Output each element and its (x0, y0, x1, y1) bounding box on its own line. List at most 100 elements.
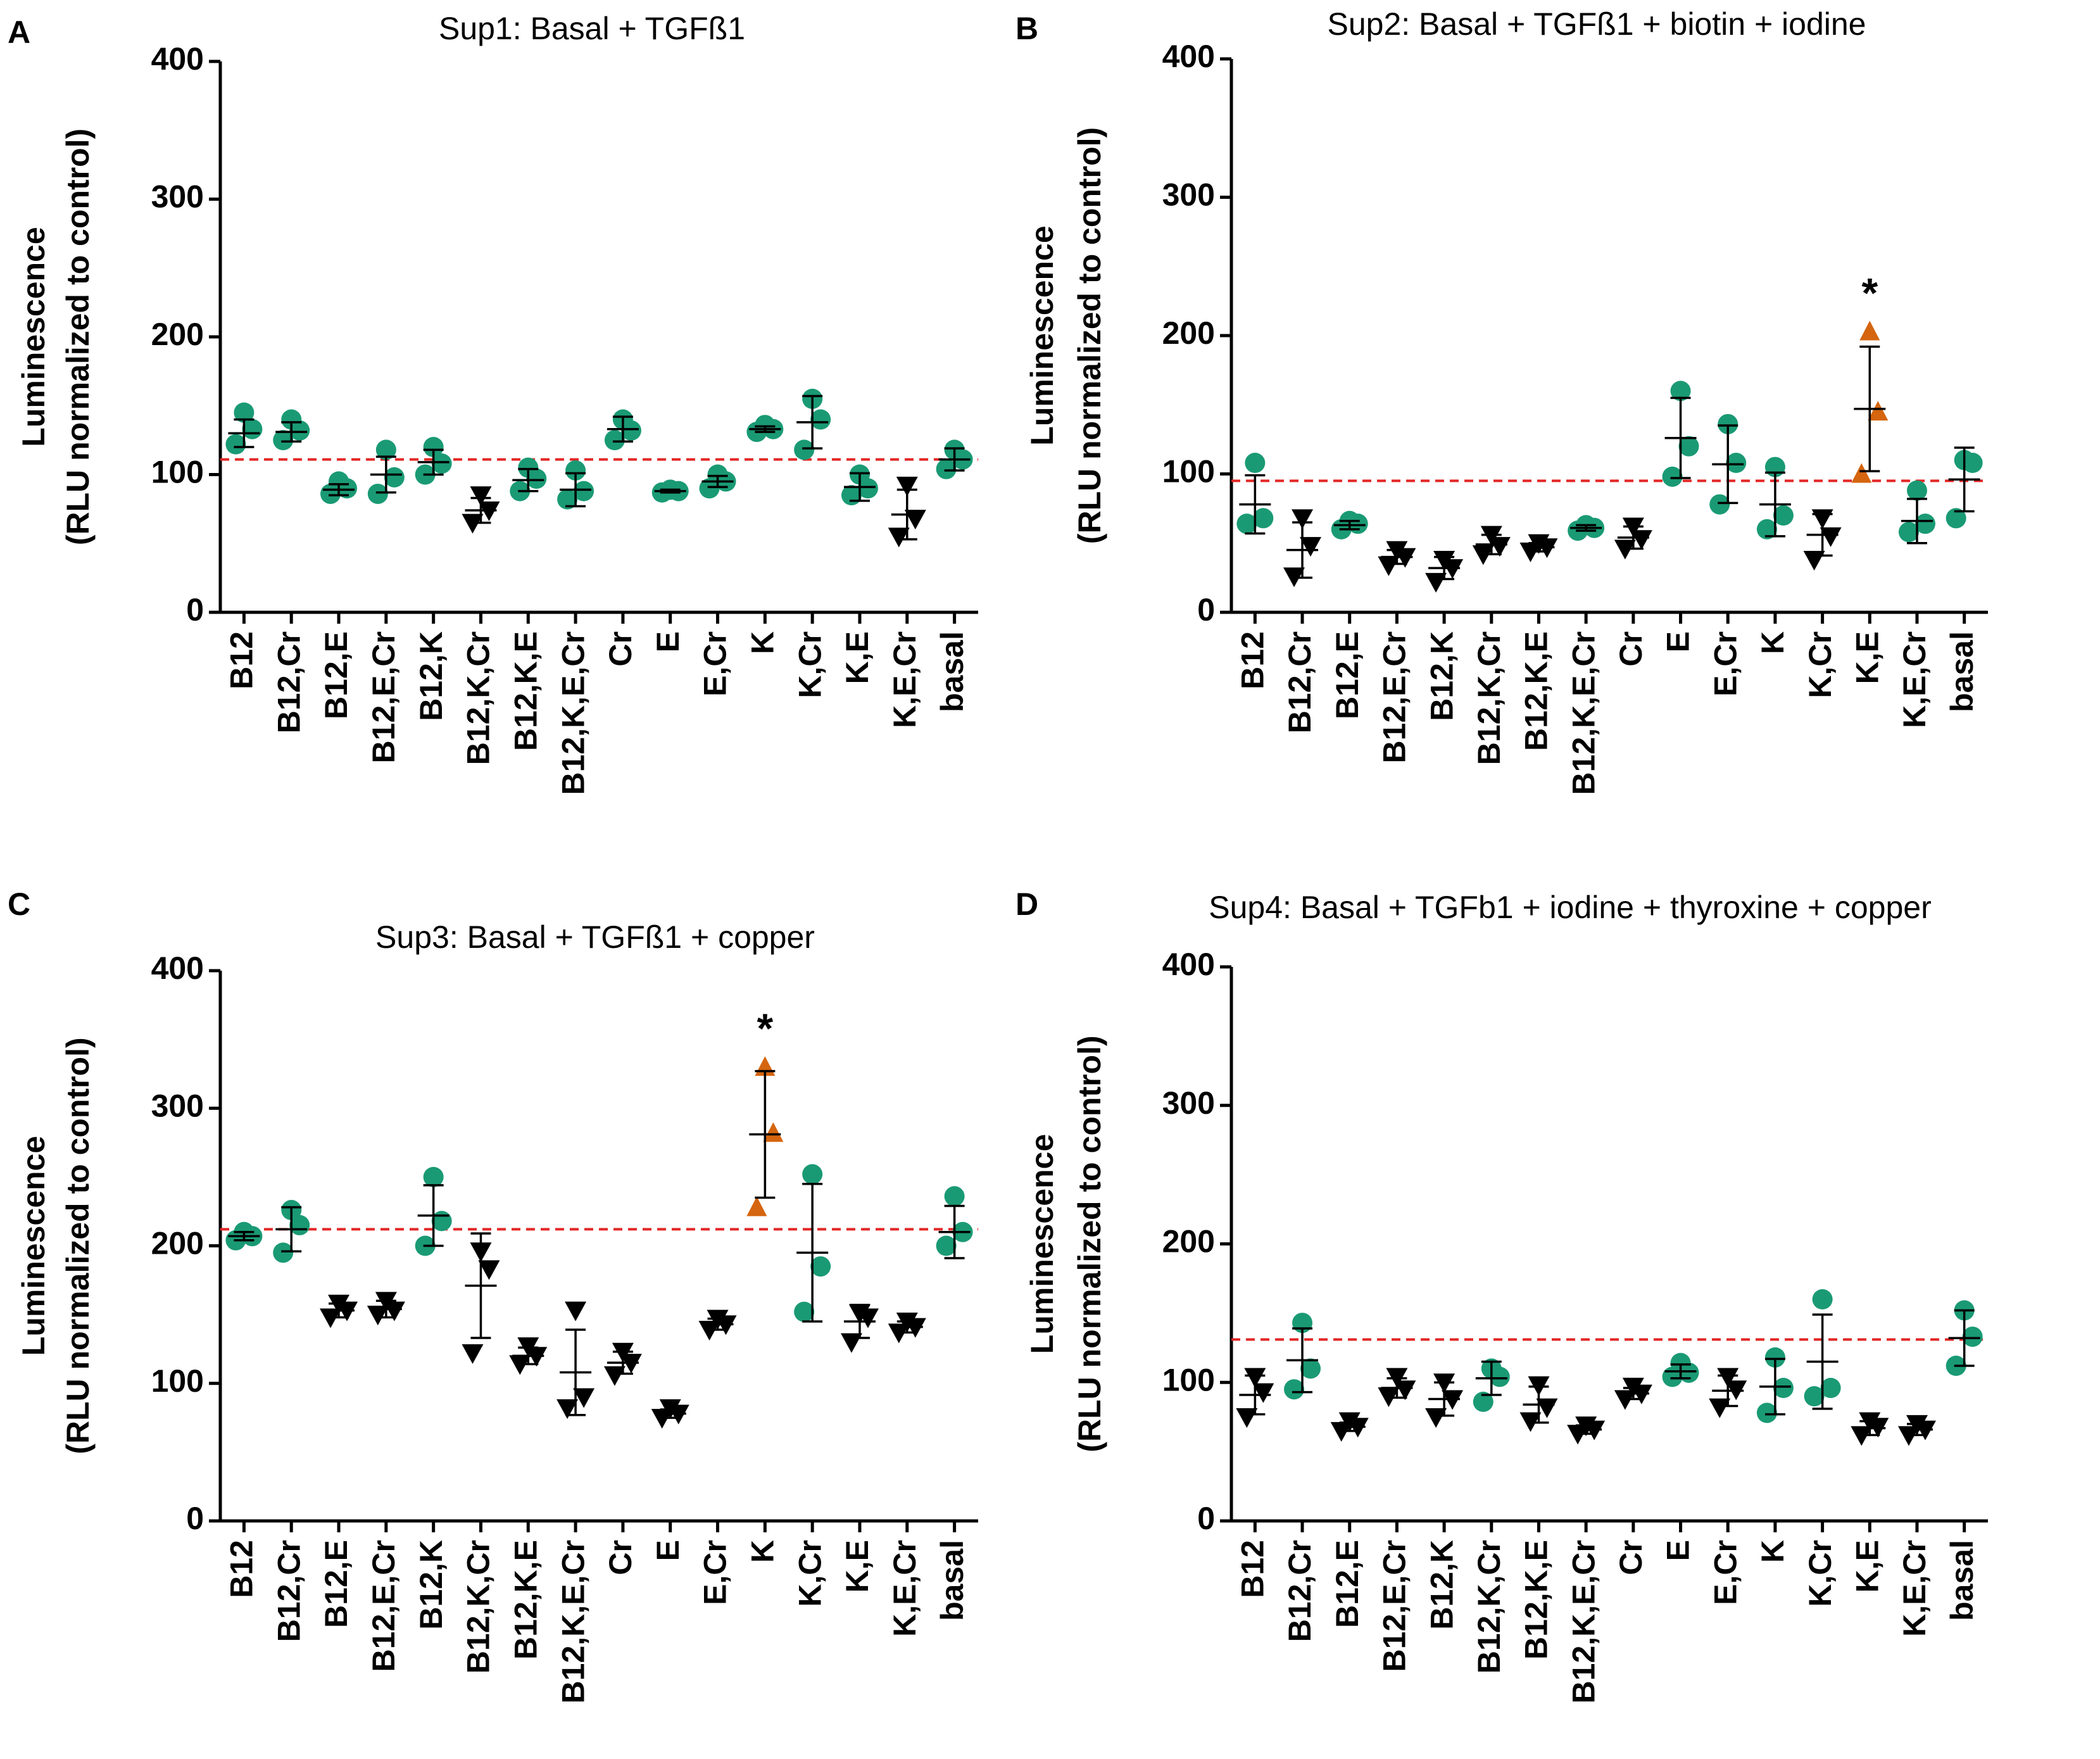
data-point (1756, 519, 1777, 539)
y-axis-label-line1: Luminescence (16, 227, 51, 446)
category-label: B12,K,E,Cr (1566, 631, 1601, 795)
category-label: B12,E (318, 1540, 354, 1628)
category-label: Cr (1613, 1540, 1649, 1575)
category-label: Cr (603, 1540, 638, 1575)
data-point (604, 430, 625, 451)
category-label: K (745, 631, 781, 654)
data-point (1378, 556, 1400, 576)
data-point (1946, 508, 1966, 529)
data-point (518, 457, 539, 478)
category-label: B12,K (413, 631, 449, 721)
data-point (375, 439, 396, 460)
panel-d: D Sup4: Basal + TGFb1 + iodine + thyroxin… (1015, 886, 1988, 1703)
data-point (1245, 453, 1266, 474)
category-label: B12,K,E,Cr (555, 631, 591, 795)
y-axis-label-line2: (RLU normalized to control) (1072, 127, 1107, 544)
panel-title: Sup4: Basal + TGFb1 + iodine + thyroxine… (1209, 890, 1931, 925)
data-point (707, 464, 728, 485)
y-tick-label: 300 (1162, 177, 1215, 213)
data-point (478, 1260, 500, 1280)
y-tick-label: 0 (1197, 1501, 1215, 1536)
data-point (1236, 514, 1257, 534)
panel-title: Sup2: Basal + TGFß1 + biotin + iodine (1328, 6, 1866, 42)
category-label: B12 (1235, 1540, 1271, 1598)
panel-b: B Sup2: Basal + TGFß1 + biotin + iodine Lu… (1015, 6, 1988, 795)
category-label: K,E,Cr (1897, 1540, 1932, 1637)
data-point (1820, 527, 1842, 547)
category-label: K,Cr (792, 631, 827, 698)
y-tick-label: 400 (151, 950, 204, 986)
panel-letter: A (8, 15, 30, 50)
data-point (1773, 1378, 1794, 1398)
data-point (1898, 522, 1919, 543)
category-label: K,E (839, 1540, 875, 1592)
data-point (462, 1344, 484, 1364)
category-label: B12,K,E (508, 1540, 543, 1660)
y-axis-label-line2: (RLU normalized to control) (60, 1037, 96, 1454)
data-point (1718, 413, 1738, 434)
category-label: B12,K (413, 1540, 449, 1630)
y-tick-label: 200 (151, 1226, 204, 1261)
data-point (1773, 505, 1794, 526)
category-label: E (1661, 631, 1696, 652)
data-point (1253, 508, 1274, 529)
category-label: B12,K,Cr (1471, 631, 1507, 765)
data-point (225, 434, 246, 455)
data-point (431, 453, 452, 474)
data-point (1851, 463, 1872, 483)
data-point (1236, 1408, 1258, 1428)
y-axis-label-line1: Luminescence (1024, 1134, 1060, 1354)
category-label: basal (934, 1540, 970, 1621)
data-point (1709, 1398, 1731, 1418)
data-point (1425, 1408, 1447, 1428)
category-label: K,E,Cr (887, 1540, 922, 1637)
category-label: B12,Cr (271, 631, 306, 733)
data-point (367, 1306, 389, 1326)
data-point (1726, 453, 1747, 474)
data-point (556, 1399, 579, 1419)
category-label: B12,K,Cr (461, 1540, 496, 1674)
category-label: B12,E,Cr (366, 631, 401, 763)
category-label: B12,K (1424, 631, 1459, 721)
category-label: E (1661, 1540, 1696, 1561)
category-label: B12,K,E (508, 631, 543, 751)
category-label: B12 (224, 631, 260, 690)
data-point (431, 1211, 452, 1232)
data-point (273, 1242, 294, 1263)
data-point (746, 1196, 767, 1216)
category-label: B12 (224, 1540, 260, 1598)
data-point (1756, 1403, 1777, 1423)
category-label: E,Cr (1707, 631, 1743, 697)
data-point (234, 402, 255, 423)
data-point (1709, 494, 1730, 515)
data-point (1678, 436, 1699, 457)
data-point (1915, 514, 1935, 534)
category-label: B12,E (318, 631, 354, 719)
y-tick-label: 200 (1162, 315, 1215, 351)
category-label: K,E,Cr (1897, 631, 1932, 728)
category-label: Cr (1613, 631, 1649, 667)
data-point (1859, 320, 1880, 341)
y-tick-label: 400 (1162, 947, 1215, 982)
category-label: basal (1944, 631, 1980, 712)
data-point (1812, 1289, 1833, 1309)
data-point (470, 486, 492, 507)
category-label: B12,E (1330, 1540, 1365, 1628)
data-point (273, 430, 294, 451)
category-label: K (1755, 631, 1790, 654)
y-tick-label: 0 (186, 592, 204, 627)
data-point (794, 1301, 815, 1322)
panel-a: A Sup1: Basal + TGFß1 Luminescence (RLU nor… (8, 11, 978, 795)
category-label: B12 (1235, 631, 1271, 690)
category-label: K,E,Cr (887, 631, 922, 728)
data-point (1662, 466, 1683, 487)
data-point (1488, 537, 1511, 557)
y-axis-label-line2: (RLU normalized to control) (1072, 1035, 1107, 1452)
category-label: K (745, 1540, 781, 1563)
data-point (1670, 1352, 1691, 1373)
data-point (1252, 1383, 1274, 1403)
category-label: K,E (1849, 1540, 1885, 1592)
category-label: B12,Cr (1282, 1540, 1317, 1642)
category-label: E (650, 631, 686, 652)
